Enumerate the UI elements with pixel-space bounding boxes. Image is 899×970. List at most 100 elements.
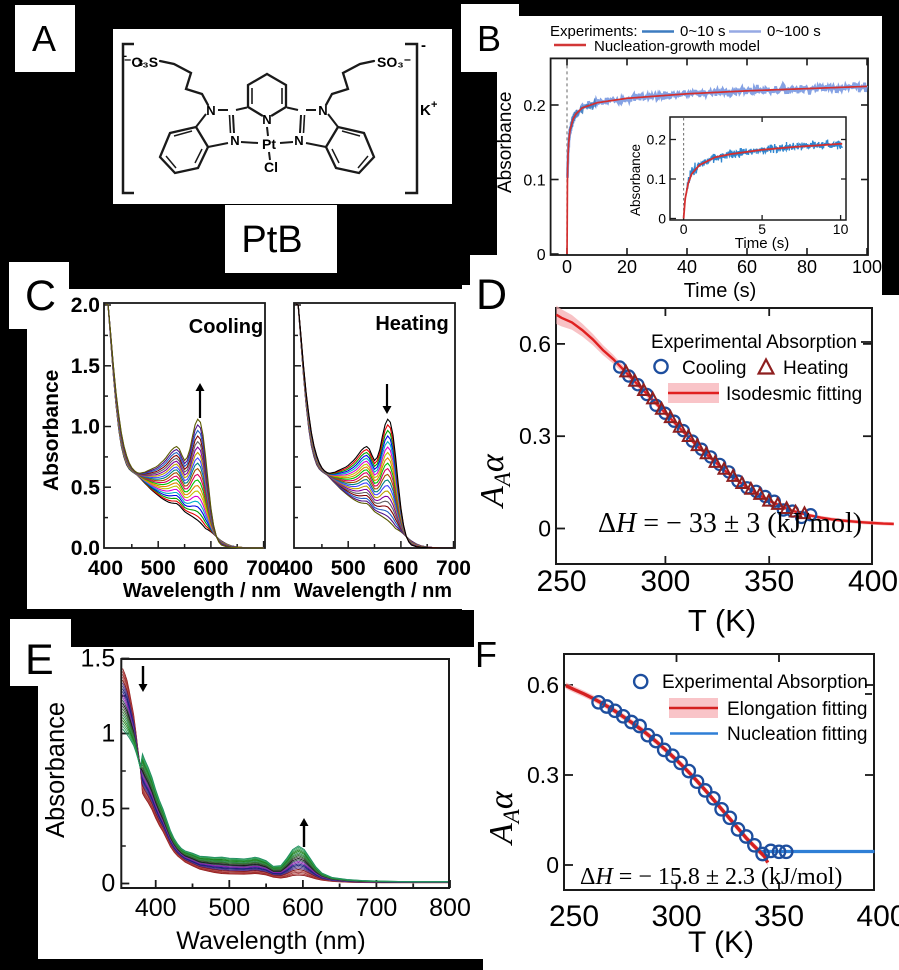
svg-text:Cooling: Cooling bbox=[682, 358, 746, 379]
svg-text:+: + bbox=[431, 99, 437, 111]
svg-text:D: D bbox=[476, 271, 507, 319]
svg-text:N: N bbox=[318, 103, 327, 118]
svg-text:Cooling: Cooling bbox=[189, 316, 263, 338]
svg-text:0: 0 bbox=[101, 870, 115, 898]
svg-text:600: 600 bbox=[383, 557, 418, 580]
svg-text:T (K): T (K) bbox=[688, 603, 756, 638]
svg-text:AAα: AAα bbox=[483, 790, 524, 846]
svg-text:3: 3 bbox=[138, 58, 143, 68]
svg-text:350: 350 bbox=[744, 565, 794, 598]
svg-text:0.0: 0.0 bbox=[71, 537, 100, 560]
svg-text:0.3: 0.3 bbox=[519, 423, 551, 449]
svg-text:AAα: AAα bbox=[474, 453, 515, 509]
svg-text:N: N bbox=[294, 133, 303, 148]
svg-text:Wavelength (nm): Wavelength (nm) bbox=[176, 927, 365, 955]
svg-text:400: 400 bbox=[278, 557, 313, 580]
svg-text:Heating: Heating bbox=[375, 313, 448, 335]
svg-text:0: 0 bbox=[658, 211, 666, 227]
svg-text:-: - bbox=[421, 37, 426, 54]
svg-text:0~100 s: 0~100 s bbox=[767, 23, 821, 40]
svg-text:Nucleation fitting: Nucleation fitting bbox=[727, 724, 867, 745]
svg-text:Absorbance: Absorbance bbox=[42, 702, 70, 838]
svg-text:Absorbance: Absorbance bbox=[495, 92, 516, 193]
svg-text:0.1: 0.1 bbox=[523, 173, 545, 190]
svg-text:700: 700 bbox=[436, 557, 471, 580]
svg-text:0.2: 0.2 bbox=[647, 132, 667, 148]
svg-text:0.3: 0.3 bbox=[527, 762, 559, 788]
svg-text:N: N bbox=[262, 112, 271, 127]
svg-text:500: 500 bbox=[208, 894, 250, 922]
svg-text:Heating: Heating bbox=[783, 358, 849, 379]
svg-text:Isodesmic fitting: Isodesmic fitting bbox=[726, 384, 862, 405]
svg-text:Nucleation-growth model: Nucleation-growth model bbox=[594, 38, 760, 55]
svg-text:SO₃⁻: SO₃⁻ bbox=[377, 54, 411, 70]
svg-text:Wavelength / nm: Wavelength / nm bbox=[123, 580, 281, 602]
svg-text:C: C bbox=[25, 272, 56, 320]
svg-text:700: 700 bbox=[356, 894, 398, 922]
svg-text:0: 0 bbox=[538, 516, 551, 542]
svg-text:Pt: Pt bbox=[262, 136, 276, 152]
svg-text:1.0: 1.0 bbox=[71, 416, 100, 439]
svg-text:500: 500 bbox=[141, 557, 176, 580]
svg-text:2.0: 2.0 bbox=[71, 294, 100, 317]
svg-text:Cl: Cl bbox=[264, 159, 278, 175]
svg-text:0: 0 bbox=[546, 852, 559, 878]
svg-text:1.5: 1.5 bbox=[71, 355, 101, 378]
svg-text:1.5: 1.5 bbox=[81, 645, 116, 673]
svg-text:F: F bbox=[475, 634, 497, 675]
svg-text:E: E bbox=[25, 636, 54, 684]
svg-text:20: 20 bbox=[617, 257, 637, 277]
svg-text:N: N bbox=[206, 103, 215, 118]
svg-text:A: A bbox=[32, 18, 56, 59]
svg-text:400: 400 bbox=[88, 557, 123, 580]
svg-text:Experiments:: Experiments: bbox=[550, 23, 638, 40]
svg-text:Elongation fitting: Elongation fitting bbox=[727, 699, 868, 720]
svg-text:400: 400 bbox=[135, 894, 177, 922]
svg-text:0: 0 bbox=[562, 257, 572, 277]
svg-text:0: 0 bbox=[537, 247, 546, 264]
svg-text:ΔH = − 33 ± 3 (kJ/mol): ΔH = − 33 ± 3 (kJ/mol) bbox=[598, 508, 862, 539]
svg-text:250: 250 bbox=[549, 900, 599, 933]
svg-text:0~10 s: 0~10 s bbox=[680, 23, 725, 40]
svg-text:100: 100 bbox=[852, 257, 882, 277]
svg-text:K: K bbox=[420, 102, 431, 119]
svg-text:N: N bbox=[230, 133, 239, 148]
svg-text:Time (s): Time (s) bbox=[735, 235, 789, 252]
svg-text:0.5: 0.5 bbox=[81, 795, 116, 823]
svg-text:5: 5 bbox=[758, 221, 766, 237]
svg-text:Experimental Absorption: Experimental Absorption bbox=[662, 672, 868, 693]
svg-text:1: 1 bbox=[101, 720, 115, 748]
svg-text:800: 800 bbox=[429, 894, 471, 922]
svg-text:Wavelength / nm: Wavelength / nm bbox=[294, 580, 452, 602]
svg-text:10: 10 bbox=[833, 221, 849, 237]
svg-text:400: 400 bbox=[848, 565, 898, 598]
svg-text:-: - bbox=[123, 50, 127, 62]
svg-text:Absorbance: Absorbance bbox=[628, 144, 643, 216]
svg-text:600: 600 bbox=[193, 557, 228, 580]
svg-text:0.6: 0.6 bbox=[519, 331, 551, 357]
svg-text:60: 60 bbox=[737, 257, 757, 277]
svg-text:350: 350 bbox=[754, 900, 804, 933]
svg-text:600: 600 bbox=[282, 894, 324, 922]
svg-text:80: 80 bbox=[797, 257, 817, 277]
svg-text:B: B bbox=[477, 18, 501, 59]
svg-text:500: 500 bbox=[331, 557, 366, 580]
svg-text:PtB: PtB bbox=[241, 219, 302, 261]
svg-text:0.5: 0.5 bbox=[71, 476, 101, 499]
svg-text:250: 250 bbox=[536, 565, 586, 598]
svg-text:0.6: 0.6 bbox=[527, 672, 559, 698]
svg-text:Experimental Absorption: Experimental Absorption bbox=[651, 332, 857, 353]
svg-text:0.2: 0.2 bbox=[523, 98, 545, 115]
svg-text:400: 400 bbox=[856, 900, 899, 933]
svg-text:0: 0 bbox=[680, 221, 688, 237]
svg-text:300: 300 bbox=[640, 565, 690, 598]
svg-text:ΔH = − 15.8 ± 2.3 (kJ/mol): ΔH = − 15.8 ± 2.3 (kJ/mol) bbox=[580, 864, 842, 890]
svg-text:300: 300 bbox=[651, 900, 701, 933]
svg-text:700: 700 bbox=[246, 557, 281, 580]
svg-text:Time (s): Time (s) bbox=[684, 280, 757, 302]
svg-text:Absorbance: Absorbance bbox=[40, 370, 63, 491]
svg-text:40: 40 bbox=[677, 257, 697, 277]
svg-text:0.1: 0.1 bbox=[647, 171, 667, 187]
svg-text:T (K): T (K) bbox=[688, 926, 754, 959]
svg-text:⁻O₃S: ⁻O₃S bbox=[124, 54, 158, 70]
